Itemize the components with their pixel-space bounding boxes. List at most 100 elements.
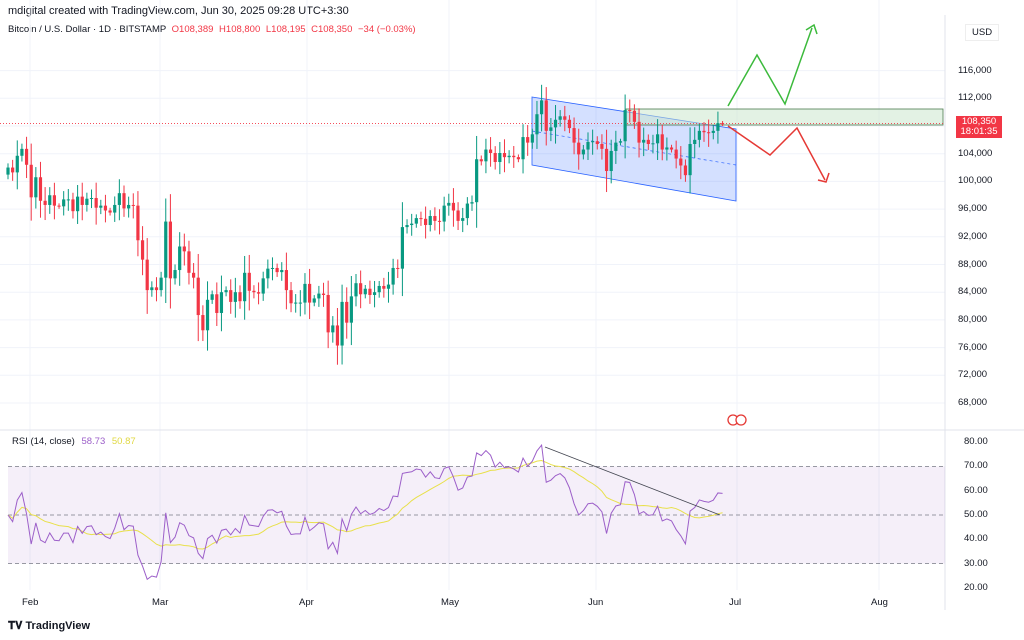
candle-body [591, 141, 595, 143]
candle-body [521, 137, 525, 160]
price-tick: 116,000 [958, 64, 992, 76]
candle-body [66, 199, 70, 201]
price-tick: 80,000 [958, 313, 988, 325]
candle-body [595, 141, 599, 145]
time-tick: Jul [729, 597, 742, 608]
resistance-zone [625, 108, 944, 126]
candle-body [340, 301, 344, 346]
candle-body [345, 301, 349, 323]
candle-body [442, 205, 446, 222]
candle-body [94, 198, 98, 208]
candle-body [549, 127, 553, 131]
bearish-scenario-arrow [727, 125, 826, 181]
candle-body [127, 204, 131, 209]
arrow-head-icon [817, 172, 830, 183]
candle-body [303, 283, 307, 303]
candle-body [275, 267, 279, 273]
candle-body [256, 292, 261, 294]
candle-body [298, 302, 302, 304]
candle-body [331, 325, 335, 333]
symbol-legend[interactable]: Bitcoin / U.S. Dollar · 1D · BITSTAMP O1… [8, 24, 416, 35]
time-tick: Jun [588, 597, 604, 608]
candle-body [646, 139, 650, 145]
candle-body [229, 290, 233, 302]
rsi-tick: 50.00 [964, 509, 988, 520]
arrow-head-icon [805, 23, 818, 35]
bar-countdown: 18:01:35 [960, 126, 998, 137]
candle-body [266, 268, 270, 279]
rsi-tick: 80.00 [964, 436, 988, 448]
time-tick: Apr [299, 597, 314, 608]
candle-body [368, 288, 372, 295]
candle-body [140, 240, 145, 260]
candle-body [572, 128, 576, 143]
candle-body [108, 210, 112, 213]
candle-body [196, 277, 200, 316]
ohlc-close: C108,350 [311, 24, 353, 35]
rsi-tick: 40.00 [964, 533, 988, 545]
candle-body [43, 200, 47, 205]
candle-body [451, 202, 456, 211]
candle-body [507, 155, 511, 158]
candle-body [136, 205, 140, 241]
candle-body [693, 139, 697, 145]
candle-body [604, 148, 609, 172]
brand-name: TradingView [25, 620, 91, 632]
rsi-value: 58.73 [81, 436, 106, 447]
price-tick: 68,000 [958, 397, 988, 408]
candle-body [702, 130, 706, 133]
ohlc-open: O108,389 [171, 24, 214, 35]
time-tick: Aug [871, 597, 888, 608]
candle-body [553, 119, 558, 128]
logo-icon: 𝐓𝐕 [8, 620, 26, 632]
symbol-name: Bitcoin / U.S. Dollar · 1D · BITSTAMP [8, 24, 167, 35]
price-tick: 76,000 [958, 341, 988, 353]
candle-body [284, 270, 288, 291]
rsi-legend[interactable]: RSI (14, close) 58.73 50.87 [12, 436, 136, 447]
candle-body [103, 205, 108, 211]
last-price-label: 108,350 18:01:35 [956, 116, 1002, 138]
candle-body [52, 195, 56, 206]
candle-body [419, 218, 423, 220]
candle-body [168, 221, 172, 279]
candle-body [122, 193, 126, 209]
candle-body [428, 216, 432, 226]
candle-body [219, 292, 224, 313]
candle-body [493, 153, 497, 163]
candle-body [238, 292, 242, 302]
rsi-tick: 30.00 [964, 557, 988, 569]
rsi-trendline [544, 446, 721, 516]
candle-body [280, 270, 284, 273]
candle-body [201, 315, 205, 331]
candle-body [586, 141, 590, 150]
candle-body [85, 198, 89, 205]
candle-body [215, 294, 219, 313]
ohlc-low: L108,195 [265, 24, 306, 35]
candle-body [113, 204, 117, 213]
candle-body [488, 149, 493, 154]
currency-button[interactable]: USD [965, 24, 1000, 41]
candle-body [335, 325, 340, 346]
candle-body [270, 267, 275, 269]
candle-body [526, 137, 530, 143]
candle-body [628, 110, 632, 112]
last-price: 108,350 [961, 116, 997, 127]
candle-body [289, 290, 293, 304]
candle-body [210, 294, 214, 300]
tradingview-logo[interactable]: 𝐓𝐕 TradingView [8, 620, 90, 633]
candle-body [414, 218, 418, 224]
candle-body [475, 159, 479, 203]
candle-body [29, 164, 33, 198]
candle-body [372, 292, 377, 295]
price-change: −34 (−0.03%) [358, 24, 416, 35]
candle-body [484, 149, 488, 162]
price-tick: 84,000 [958, 286, 988, 298]
candle-body [651, 143, 655, 145]
candle-body [391, 267, 395, 285]
candle-body [252, 290, 256, 293]
candle-body [224, 290, 228, 293]
candle-body [447, 202, 451, 206]
price-tick: 100,000 [958, 175, 993, 187]
ohlc-high: H108,800 [219, 24, 261, 35]
